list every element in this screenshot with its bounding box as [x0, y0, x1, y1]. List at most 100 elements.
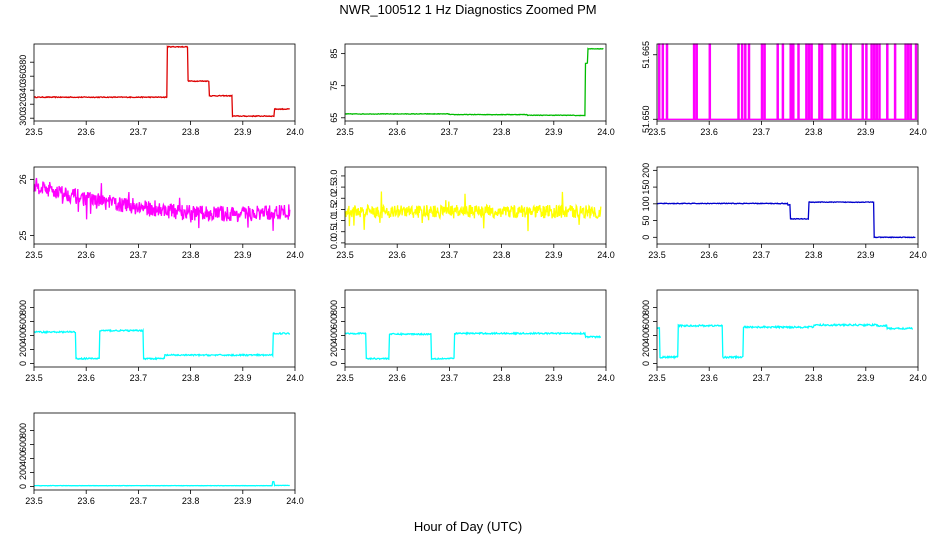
y-tick-label: 50 — [641, 216, 651, 226]
y-tick-label: 800 — [641, 300, 651, 315]
x-tick-label: 23.9 — [234, 127, 252, 137]
y-tick-label: 200 — [641, 163, 651, 178]
x-tick-label: 23.6 — [388, 373, 406, 383]
x-tick-label: 23.5 — [25, 373, 43, 383]
y-tick-label: 1.0 — [329, 214, 339, 227]
x-tick-label: 23.9 — [234, 250, 252, 260]
x-tick-label: 23.8 — [182, 250, 200, 260]
data-series-line — [33, 480, 290, 487]
y-tick-label: 75 — [329, 81, 339, 91]
x-tick-label: 23.9 — [857, 127, 875, 137]
y-tick-label: 360 — [18, 69, 28, 84]
x-tick-label: 23.5 — [25, 127, 43, 137]
plot-frame — [656, 43, 919, 122]
y-tick-label: 0 — [18, 484, 28, 489]
y-tick-label: 65 — [329, 113, 339, 123]
x-tick-label: 23.5 — [648, 373, 666, 383]
x-tick-label: 23.8 — [805, 373, 823, 383]
y-tick-label: 51.665 — [641, 41, 651, 69]
x-tick-label: 23.8 — [493, 250, 511, 260]
y-tick-label: 0.5 — [329, 225, 339, 238]
plot-frame — [656, 289, 919, 368]
plot-frame — [344, 43, 607, 122]
y-tick-label: 600 — [641, 314, 651, 329]
x-tick-label: 24.0 — [909, 127, 927, 137]
data-series-line — [344, 191, 602, 232]
y-tick-label: 340 — [18, 83, 28, 98]
y-tick-label: 0 — [18, 361, 28, 366]
x-tick-label: 23.7 — [441, 373, 459, 383]
x-tick-label: 23.7 — [130, 127, 148, 137]
data-series-line — [33, 45, 290, 118]
x-tick-label: 23.9 — [857, 250, 875, 260]
y-tick-label: 800 — [18, 423, 28, 438]
x-tick-label: 23.7 — [130, 250, 148, 260]
y-tick-label: 26 — [18, 174, 28, 184]
y-tick-label: 3.0 — [329, 170, 339, 183]
y-tick-label: 0 — [641, 361, 651, 366]
plot-frame — [33, 412, 296, 491]
y-tick-label: 51.650 — [641, 106, 651, 134]
data-series-line — [33, 177, 291, 231]
y-tick-label: 200 — [18, 342, 28, 357]
x-tick-label: 23.5 — [648, 127, 666, 137]
plot-frame — [344, 166, 607, 245]
x-tick-label: 23.9 — [545, 373, 563, 383]
x-tick-label: 23.8 — [493, 127, 511, 137]
data-series-line — [344, 331, 602, 361]
x-tick-label: 23.6 — [77, 250, 95, 260]
x-tick-label: 23.9 — [545, 127, 563, 137]
x-tick-label: 23.6 — [700, 373, 718, 383]
x-tick-label: 23.7 — [753, 373, 771, 383]
y-tick-label: 0.0 — [329, 237, 339, 250]
y-tick-label: 200 — [329, 342, 339, 357]
y-tick-label: 25 — [18, 231, 28, 241]
panels: 23.5 23.6 23.7 23.8 23.9 24.03003203403603802… — [18, 41, 927, 506]
x-tick-label: 23.8 — [182, 373, 200, 383]
y-tick-label: 400 — [329, 328, 339, 343]
y-tick-label: 400 — [18, 451, 28, 466]
x-tick-label: 23.6 — [388, 250, 406, 260]
x-tick-label: 23.7 — [753, 127, 771, 137]
y-tick-label: 1.5 — [329, 203, 339, 216]
data-series-line — [345, 47, 604, 117]
x-tick-label: 23.7 — [130, 496, 148, 506]
y-tick-label: 800 — [329, 300, 339, 315]
x-tick-label: 23.7 — [441, 127, 459, 137]
x-tick-label: 23.5 — [336, 250, 354, 260]
x-tick-label: 24.0 — [597, 250, 615, 260]
chart-panel: 23.5 23.6 23.7 23.8 23.9 24.0 25 26 — [18, 166, 304, 260]
x-tick-label: 23.9 — [234, 373, 252, 383]
x-tick-label: 24.0 — [597, 373, 615, 383]
y-tick-label: 600 — [18, 437, 28, 452]
x-tick-label: 23.9 — [234, 496, 252, 506]
x-tick-label: 23.9 — [857, 373, 875, 383]
plot-frame — [344, 289, 607, 368]
x-tick-label: 23.7 — [130, 373, 148, 383]
x-tick-label: 23.5 — [25, 250, 43, 260]
x-tick-label: 23.6 — [700, 250, 718, 260]
plot-frame — [33, 43, 296, 122]
x-tick-label: 24.0 — [597, 127, 615, 137]
x-tick-label: 24.0 — [286, 373, 304, 383]
y-tick-label: 800 — [18, 300, 28, 315]
x-tick-label: 23.5 — [25, 496, 43, 506]
y-tick-label: 320 — [18, 97, 28, 112]
data-series-line — [33, 327, 291, 361]
x-tick-label: 23.5 — [336, 373, 354, 383]
y-tick-label: 380 — [18, 55, 28, 70]
y-tick-label: 600 — [18, 314, 28, 329]
x-tick-label: 23.6 — [388, 127, 406, 137]
y-tick-label: 0 — [641, 235, 651, 240]
x-tick-label: 23.5 — [336, 127, 354, 137]
figure-xlabel: Hour of Day (UTC) — [414, 519, 522, 534]
y-tick-label: 0 — [329, 361, 339, 366]
figure-title: NWR_100512 1 Hz Diagnostics Zoomed PM — [339, 2, 596, 17]
y-tick-label: 400 — [18, 328, 28, 343]
